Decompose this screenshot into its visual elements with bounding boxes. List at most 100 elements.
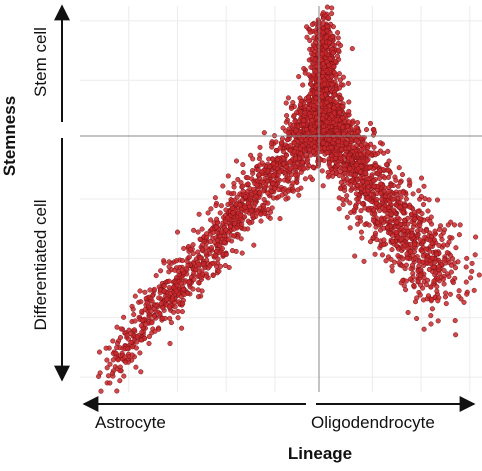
scatter-point [254, 182, 260, 188]
scatter-point [281, 161, 287, 167]
scatter-point [357, 158, 363, 164]
scatter-point [419, 211, 425, 217]
scatter-point [358, 229, 364, 235]
scatter-point [424, 277, 431, 283]
scatter-point [456, 232, 462, 238]
scatter-point [441, 242, 447, 248]
scatter-point [326, 159, 333, 166]
scatter-point [231, 180, 237, 186]
scatter-point [238, 236, 244, 242]
scatter-point [378, 190, 384, 196]
scatter-point [329, 5, 335, 11]
scatter-point [390, 238, 396, 244]
scatter-point [191, 277, 197, 283]
scatter-point [296, 74, 302, 80]
scatter-point [197, 255, 203, 261]
scatter-point [130, 306, 136, 312]
scatter-point [385, 167, 392, 173]
scatter-point [347, 225, 353, 231]
scatter-point [469, 260, 475, 266]
scatter-point [287, 159, 293, 165]
scatter-point [235, 176, 241, 183]
scatter-point [463, 279, 469, 285]
scatter-point [213, 202, 219, 209]
scatter-point [329, 11, 335, 17]
scatter-point [354, 177, 361, 183]
scatter-point [307, 37, 313, 44]
scatter-point [389, 263, 395, 270]
scatter-point [332, 92, 338, 98]
scatter-point [286, 175, 292, 181]
scatter-point [408, 249, 414, 255]
scatter-point [384, 214, 390, 220]
scatter-point [401, 217, 408, 223]
scatter-point [125, 336, 132, 342]
scatter-point [243, 209, 249, 215]
scatter-point [117, 334, 124, 341]
scatter-point [320, 140, 326, 146]
scatter-point [468, 275, 474, 281]
scatter-point [309, 21, 315, 28]
scatter-point [436, 242, 442, 248]
scatter-point [191, 227, 197, 233]
scatter-point [190, 286, 196, 292]
scatter-point [357, 169, 363, 175]
scatter-point [435, 318, 441, 324]
scatter-point [261, 203, 267, 209]
scatter-point [172, 267, 178, 273]
scatter-point [143, 321, 149, 327]
scatter-point [223, 251, 229, 258]
scatter-point [199, 247, 206, 253]
scatter-point [294, 160, 301, 166]
scatter-point [286, 130, 292, 136]
scatter-point [223, 227, 229, 233]
scatter-point [372, 152, 378, 158]
scatter-point [199, 226, 205, 232]
scatter-point [431, 264, 437, 270]
scatter-point [261, 130, 267, 136]
scatter-point [190, 242, 196, 248]
scatter-point [231, 190, 237, 196]
scatter-point [179, 258, 185, 264]
scatter-point [153, 273, 159, 279]
scatter-point [149, 320, 155, 326]
scatter-point [181, 292, 187, 298]
scatter-point [242, 226, 248, 232]
scatter-point [288, 105, 294, 111]
scatter-point [336, 47, 342, 53]
scatter-point [314, 101, 320, 107]
scatter-point [117, 378, 123, 384]
scatter-point [385, 148, 391, 154]
scatter-point [352, 253, 358, 259]
scatter-point [461, 299, 467, 305]
scatter-point [371, 144, 377, 150]
scatter-point [114, 340, 121, 346]
scatter-point [213, 253, 219, 259]
scatter-point [133, 364, 139, 370]
scatter-point [308, 64, 314, 70]
scatter-point [186, 254, 192, 260]
scatter-point [373, 163, 379, 169]
scatter-point [250, 170, 256, 176]
scatter-point [437, 223, 444, 229]
scatter-point [292, 118, 298, 124]
scatter-point [417, 237, 423, 243]
scatter-point [337, 85, 343, 91]
scatter-point [203, 273, 210, 279]
scatter-point [344, 124, 351, 130]
scatter-point [265, 178, 271, 184]
scatter-point [256, 172, 262, 178]
scatter-point [257, 152, 263, 158]
scatter-point [156, 326, 162, 332]
scatter-point [435, 298, 441, 304]
scatter-point [407, 180, 413, 186]
scatter-point [169, 296, 175, 302]
scatter-point [245, 181, 251, 187]
scatter-point [180, 301, 186, 307]
scatter-point [420, 285, 426, 291]
scatter-point [371, 207, 377, 213]
scatter-point [285, 95, 291, 101]
scatter-point [391, 207, 397, 213]
scatter-point [266, 163, 273, 170]
